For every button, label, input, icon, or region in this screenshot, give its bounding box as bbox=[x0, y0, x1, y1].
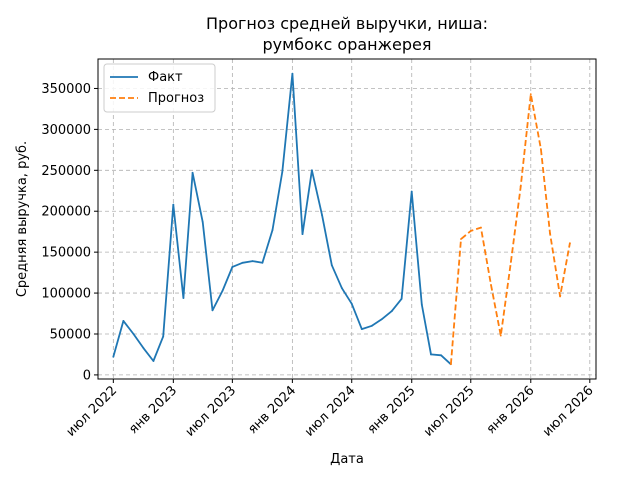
legend-label-fact: Факт bbox=[148, 70, 183, 85]
y-tick-label: 200000 bbox=[41, 205, 91, 220]
x-axis-label: Дата bbox=[330, 452, 364, 467]
data-point-fact bbox=[410, 190, 413, 193]
data-point-fact bbox=[162, 335, 165, 338]
y-tick-label: 250000 bbox=[41, 164, 91, 179]
data-point-fact bbox=[400, 297, 403, 300]
plot-frame bbox=[97, 58, 597, 380]
data-point-fact bbox=[311, 169, 313, 172]
data-point-fact bbox=[142, 347, 145, 349]
data-point-fact bbox=[182, 297, 185, 299]
chart-title-line2: румбокс оранжерея bbox=[263, 35, 432, 54]
data-point-forecast bbox=[539, 148, 542, 150]
series-lines bbox=[112, 72, 571, 366]
data-point-fact bbox=[301, 233, 304, 236]
y-axis-label: Средняя выручка, руб. bbox=[15, 141, 30, 297]
data-point-forecast bbox=[449, 363, 452, 366]
data-point-fact bbox=[360, 328, 363, 330]
data-point-fact bbox=[201, 220, 204, 223]
data-point-fact bbox=[281, 171, 284, 173]
y-tick-label: 0 bbox=[83, 368, 91, 383]
y-tick-label: 350000 bbox=[41, 82, 91, 97]
data-point-fact bbox=[132, 333, 135, 335]
data-point-forecast bbox=[519, 185, 522, 188]
data-point-fact bbox=[251, 260, 254, 263]
data-point-fact bbox=[191, 171, 194, 174]
y-tick-label: 300000 bbox=[41, 123, 91, 138]
legend-label-forecast: Прогноз bbox=[148, 91, 204, 106]
data-point-forecast bbox=[569, 242, 571, 245]
data-point-fact bbox=[241, 261, 244, 264]
data-point-fact bbox=[211, 309, 214, 312]
data-point-fact bbox=[380, 318, 383, 321]
data-point-fact bbox=[152, 360, 155, 362]
data-point-fact bbox=[350, 302, 353, 305]
data-point-fact bbox=[172, 203, 175, 206]
data-point-fact bbox=[440, 354, 442, 357]
data-point-fact bbox=[420, 303, 423, 306]
data-point-fact bbox=[122, 319, 125, 322]
data-point-forecast bbox=[529, 93, 532, 96]
data-point-fact bbox=[341, 287, 343, 290]
data-point-forecast bbox=[499, 334, 502, 337]
data-point-forecast bbox=[559, 295, 562, 298]
data-point-forecast bbox=[460, 238, 462, 240]
data-point-fact bbox=[321, 214, 323, 217]
y-tick-label: 50000 bbox=[50, 327, 91, 342]
data-point-fact bbox=[271, 229, 274, 231]
data-point-forecast bbox=[509, 261, 512, 263]
data-point-fact bbox=[330, 264, 333, 267]
data-point-forecast bbox=[490, 283, 492, 286]
legend-box bbox=[103, 63, 216, 113]
data-point-fact bbox=[390, 310, 393, 312]
data-point-forecast bbox=[479, 226, 482, 229]
data-point-fact bbox=[112, 356, 115, 358]
data-point-forecast bbox=[549, 232, 551, 235]
data-point-forecast bbox=[469, 229, 472, 232]
data-point-fact bbox=[291, 72, 294, 75]
data-point-fact bbox=[371, 324, 373, 327]
chart-title-line1: Прогноз средней выручки, ниша: bbox=[206, 14, 488, 33]
data-point-fact bbox=[231, 265, 234, 268]
data-point-fact bbox=[430, 353, 432, 356]
y-tick-label: 150000 bbox=[41, 246, 91, 261]
y-tick-label: 100000 bbox=[41, 287, 91, 302]
data-point-fact bbox=[261, 261, 264, 264]
legend: Факт Прогноз bbox=[103, 63, 216, 113]
data-point-fact bbox=[221, 289, 224, 292]
